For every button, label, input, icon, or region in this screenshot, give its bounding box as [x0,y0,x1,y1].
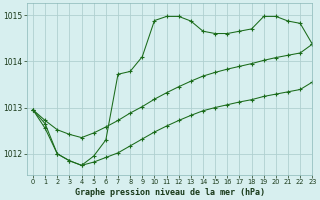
X-axis label: Graphe pression niveau de la mer (hPa): Graphe pression niveau de la mer (hPa) [75,188,265,197]
